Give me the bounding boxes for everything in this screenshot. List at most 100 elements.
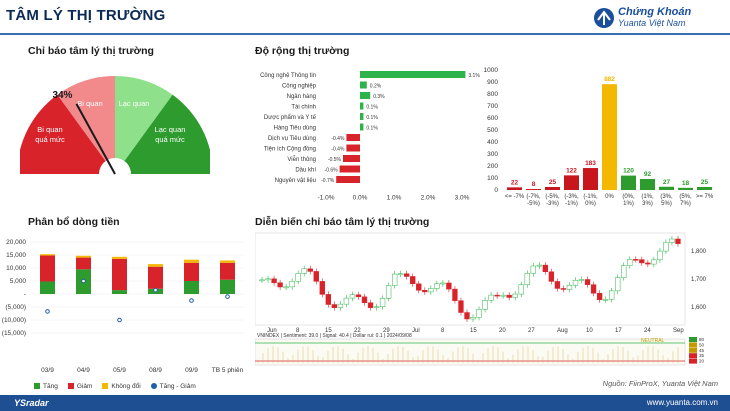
history-x-label: 8 xyxy=(296,328,300,334)
candle-body xyxy=(518,284,524,295)
dist-value-label: 25 xyxy=(549,179,557,186)
breadth-x-tick: 2.0% xyxy=(421,195,436,202)
candle-body xyxy=(295,273,301,282)
dist-y-tick: 400 xyxy=(487,139,498,146)
dist-bar xyxy=(602,84,617,190)
neutral-label: NEUTRAL xyxy=(641,338,665,344)
cash-y-tick: - xyxy=(24,291,26,298)
candle-body xyxy=(645,262,651,265)
sector-value-label: 0.1% xyxy=(366,126,378,132)
candle-body xyxy=(675,238,681,244)
sector-label: Viễn thông xyxy=(287,156,316,163)
legend-item-up: Tăng xyxy=(34,383,58,390)
candle-body xyxy=(488,294,494,301)
indicator-y-tick: 45 xyxy=(699,348,705,353)
candle-body xyxy=(476,309,482,318)
cash-y-tick: 20,000 xyxy=(6,239,26,246)
sector-bar xyxy=(346,144,360,152)
dist-value-label: 18 xyxy=(682,180,690,187)
sector-label: Công nghệ Thông tin xyxy=(260,73,316,79)
candle-body xyxy=(398,273,404,275)
cash-bar-segment xyxy=(40,281,55,294)
sector-bar xyxy=(360,71,466,78)
cashflow-chart: 20,000 15,000 10,000 5,000 - (5,000) (10,000) (… xyxy=(2,239,245,374)
gauge-hub xyxy=(99,158,131,174)
candle-body xyxy=(639,259,645,264)
footer-bar: YSradar www.yuanta.com.vn xyxy=(0,395,730,411)
dist-x-label: 1%) xyxy=(623,201,634,207)
candle-body xyxy=(391,273,398,286)
sector-value-label: 0.3% xyxy=(373,94,385,100)
yuanta-logo-icon xyxy=(594,8,614,28)
cash-bar-segment xyxy=(184,262,199,281)
dist-x-label: 0% xyxy=(605,194,614,200)
sector-label: Nguyên vật liệu xyxy=(275,178,316,184)
cash-bar-segment xyxy=(76,257,91,270)
candle-body xyxy=(428,288,434,293)
sector-bar xyxy=(336,176,360,183)
cash-x-label: 09/9 xyxy=(185,367,198,374)
sector-value-label: 0.1% xyxy=(366,105,378,111)
dist-bar xyxy=(678,187,693,190)
candle-body xyxy=(536,264,542,267)
candle-body xyxy=(554,281,561,289)
sentiment-chart-title: Diễn biến chỉ báo tâm lý thị trường xyxy=(255,216,430,228)
dist-bar xyxy=(526,189,541,190)
indicator-tick-badge xyxy=(689,353,697,359)
dist-x-label: 7%) xyxy=(680,201,691,207)
cash-y-tick: 5,000 xyxy=(10,278,27,285)
dist-x-label: (3%, xyxy=(660,194,673,200)
candle-body xyxy=(434,283,440,289)
history-x-label: 27 xyxy=(528,328,535,334)
dist-y-tick: 600 xyxy=(487,115,498,122)
candle-body xyxy=(416,283,422,291)
dist-y-tick: 500 xyxy=(487,127,498,134)
dist-x-label: 3%) xyxy=(642,201,653,207)
dist-value-label: 882 xyxy=(604,76,615,83)
gauge-needle xyxy=(75,103,116,175)
indicator-tick-badge xyxy=(689,337,697,342)
dist-x-label: (-3%, xyxy=(564,194,579,200)
candle-body xyxy=(325,294,331,305)
sector-label: Dầu khí xyxy=(295,168,316,174)
cash-x-label: 05/9 xyxy=(113,367,126,374)
gauge-zone-label: quá mức xyxy=(35,135,65,144)
cash-bar-segment xyxy=(220,262,235,280)
sector-bar xyxy=(360,102,364,110)
sector-label: Ngân hàng xyxy=(287,94,316,100)
dist-x-label: <= -7% xyxy=(505,194,525,200)
cash-bar-segment xyxy=(148,266,163,289)
history-x-label: Aug xyxy=(557,328,568,334)
cash-y-tick: 10,000 xyxy=(6,265,26,272)
candle-body xyxy=(663,242,669,252)
footer-website[interactable]: www.yuanta.com.vn xyxy=(646,398,718,407)
indicator-info-line: VNINDEX | Sentiment: 39.0 | Signal: 40.4… xyxy=(257,333,412,339)
dist-value-label: 122 xyxy=(566,167,577,174)
legend-item-flat: Không đổi xyxy=(102,383,141,390)
candle-body xyxy=(355,294,362,298)
legend-item-down: Giảm xyxy=(67,383,92,390)
candle-body xyxy=(530,265,536,274)
source-note: Nguồn: FiinProX, Yuanta Việt Nam xyxy=(602,379,718,388)
header-divider xyxy=(0,33,730,35)
cash-x-label: TB 5 phiên xyxy=(212,367,244,374)
candle-body xyxy=(283,286,289,289)
dist-bar xyxy=(507,187,522,190)
indicator-tick-badge xyxy=(689,342,697,348)
price-y-tick: 1,600 xyxy=(691,305,707,311)
candle-body xyxy=(319,281,325,295)
dist-x-label: (-5%, xyxy=(545,194,560,200)
history-x-label: Sep xyxy=(673,328,684,334)
dist-value-label: 120 xyxy=(623,168,634,175)
cash-bar-segment xyxy=(40,255,55,282)
sentiment-history-chart: 1,800 1,700 1,600 Jun 8 15 22 29 Jul 8 15 20 27 Aug 10… xyxy=(255,232,707,366)
candle-body xyxy=(313,271,319,282)
history-x-label: 8 xyxy=(441,328,445,334)
dist-y-tick: 700 xyxy=(487,103,498,110)
candle-body xyxy=(542,264,549,272)
candle-body xyxy=(331,304,338,308)
dist-y-tick: 200 xyxy=(487,163,498,170)
cash-bar-segment xyxy=(184,281,199,294)
candle-body xyxy=(277,282,283,288)
cash-net-marker xyxy=(225,294,230,299)
